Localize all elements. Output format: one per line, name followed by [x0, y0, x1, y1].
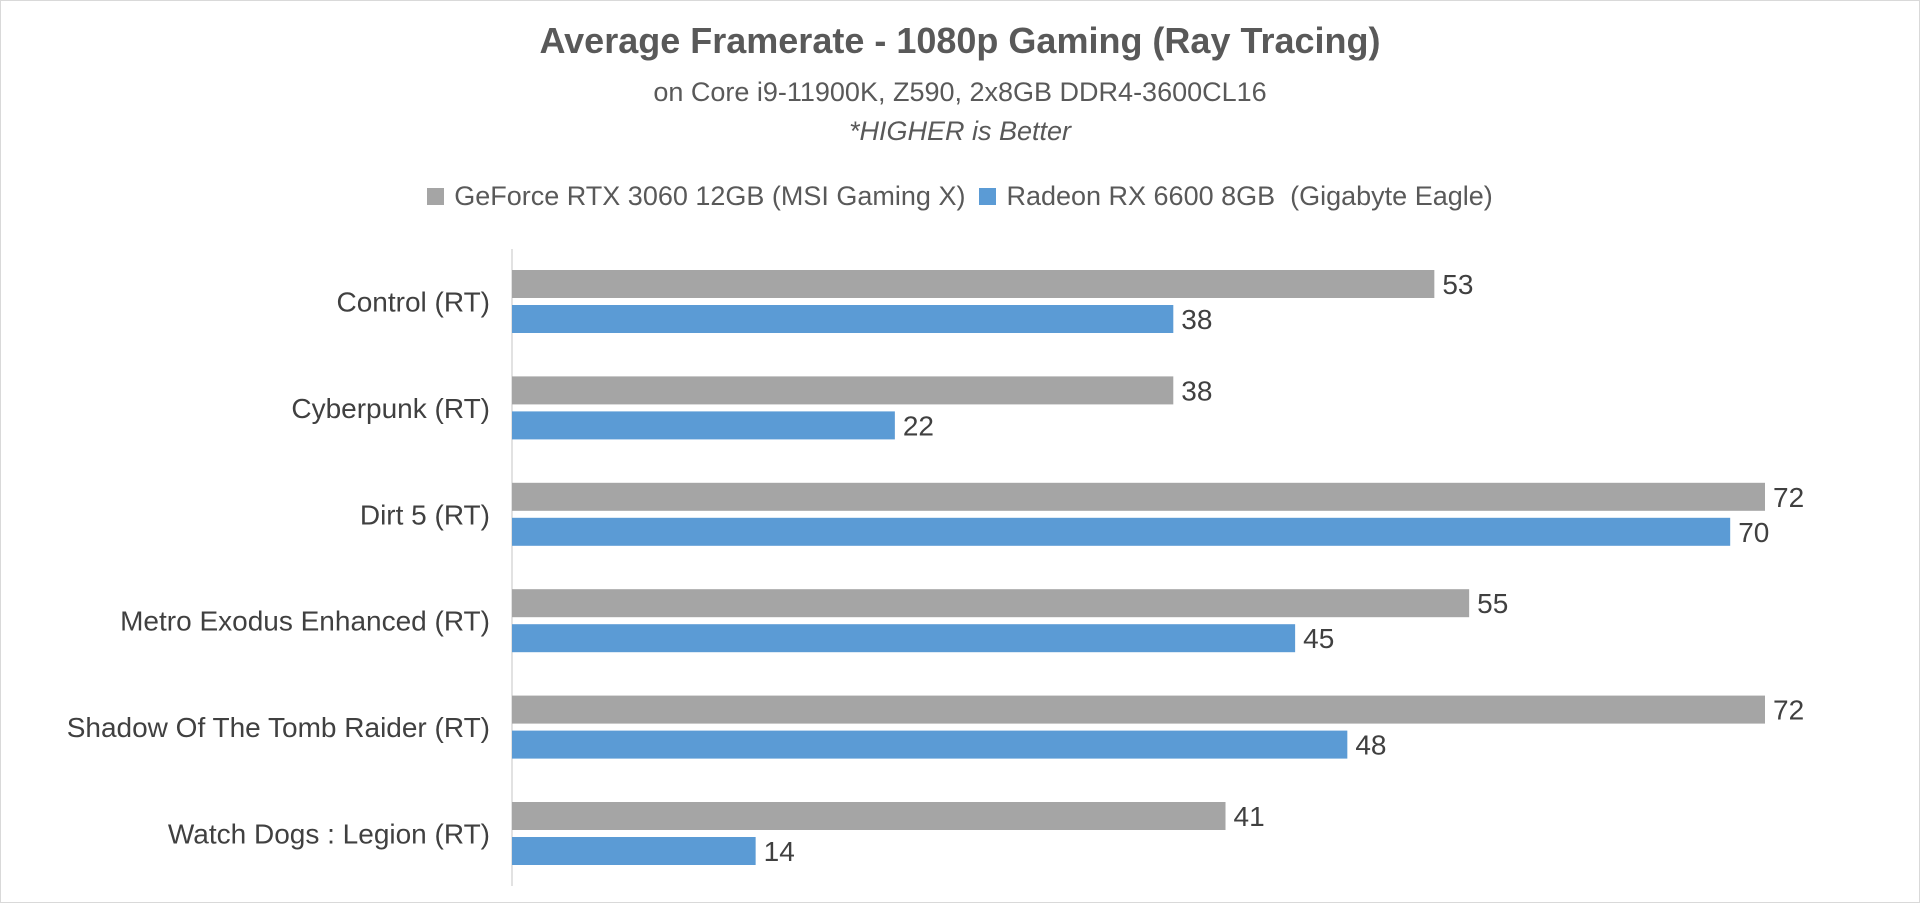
bar [512, 730, 1348, 759]
data-label: 38 [1181, 304, 1212, 335]
category-label: Shadow Of The Tomb Raider (RT) [67, 712, 490, 743]
bar [512, 411, 895, 440]
data-label: 41 [1234, 801, 1265, 832]
bar [512, 837, 756, 865]
data-label: 45 [1303, 623, 1334, 654]
bar [512, 517, 1731, 546]
legend-item-rtx3060: GeForce RTX 3060 12GB (MSI Gaming X) [427, 181, 965, 212]
data-label: 55 [1477, 588, 1508, 619]
bar [512, 695, 1765, 724]
data-label: 48 [1355, 730, 1386, 761]
legend-swatch [427, 188, 445, 205]
data-label: 70 [1738, 517, 1769, 548]
legend: GeForce RTX 3060 12GB (MSI Gaming X) Rad… [0, 181, 1920, 212]
chart-note: *HIGHER is Better [848, 116, 1072, 146]
category-label: Control (RT) [336, 287, 490, 318]
data-label: 72 [1773, 695, 1804, 726]
legend-swatch [979, 188, 997, 205]
bar [512, 589, 1470, 618]
chart-title: Average Framerate - 1080p Gaming (Ray Tr… [539, 20, 1381, 61]
chart-subtitle: on Core i9-11900K, Z590, 2x8GB DDR4-3600… [653, 77, 1267, 107]
bar [512, 802, 1226, 830]
bar [512, 624, 1296, 653]
bar [512, 376, 1174, 405]
bar [512, 482, 1765, 511]
data-label: 38 [1181, 375, 1212, 406]
legend-label: GeForce RTX 3060 12GB (MSI Gaming X) [454, 181, 966, 211]
bar [512, 305, 1174, 333]
legend-label: Radeon RX 6600 8GB (Gigabyte Eagle) [1006, 181, 1493, 211]
category-label: Metro Exodus Enhanced (RT) [120, 606, 490, 637]
legend-item-rx6600: Radeon RX 6600 8GB (Gigabyte Eagle) [979, 181, 1493, 212]
data-label: 53 [1442, 269, 1473, 300]
data-label: 14 [764, 836, 795, 867]
data-label: 72 [1773, 482, 1804, 513]
bar [512, 270, 1435, 298]
data-label: 22 [903, 410, 934, 441]
category-label: Cyberpunk (RT) [291, 393, 490, 424]
category-label: Dirt 5 (RT) [360, 499, 490, 530]
category-label: Watch Dogs : Legion (RT) [168, 819, 490, 850]
